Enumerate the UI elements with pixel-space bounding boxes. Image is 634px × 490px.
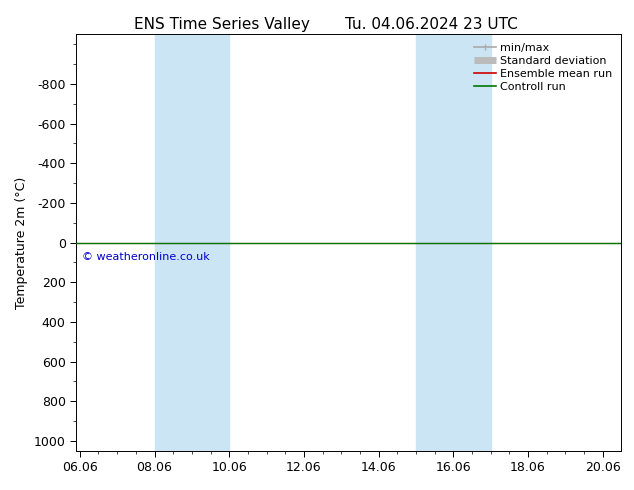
Bar (155, 34, 230, 451)
Text: Tu. 04.06.2024 23 UTC: Tu. 04.06.2024 23 UTC (345, 17, 517, 32)
Bar (416, 34, 491, 451)
Legend: min/max, Standard deviation, Ensemble mean run, Controll run: min/max, Standard deviation, Ensemble me… (470, 40, 616, 95)
Text: © weatheronline.co.uk: © weatheronline.co.uk (82, 252, 209, 263)
Y-axis label: Temperature 2m (°C): Temperature 2m (°C) (15, 176, 29, 309)
Text: ENS Time Series Valley: ENS Time Series Valley (134, 17, 310, 32)
